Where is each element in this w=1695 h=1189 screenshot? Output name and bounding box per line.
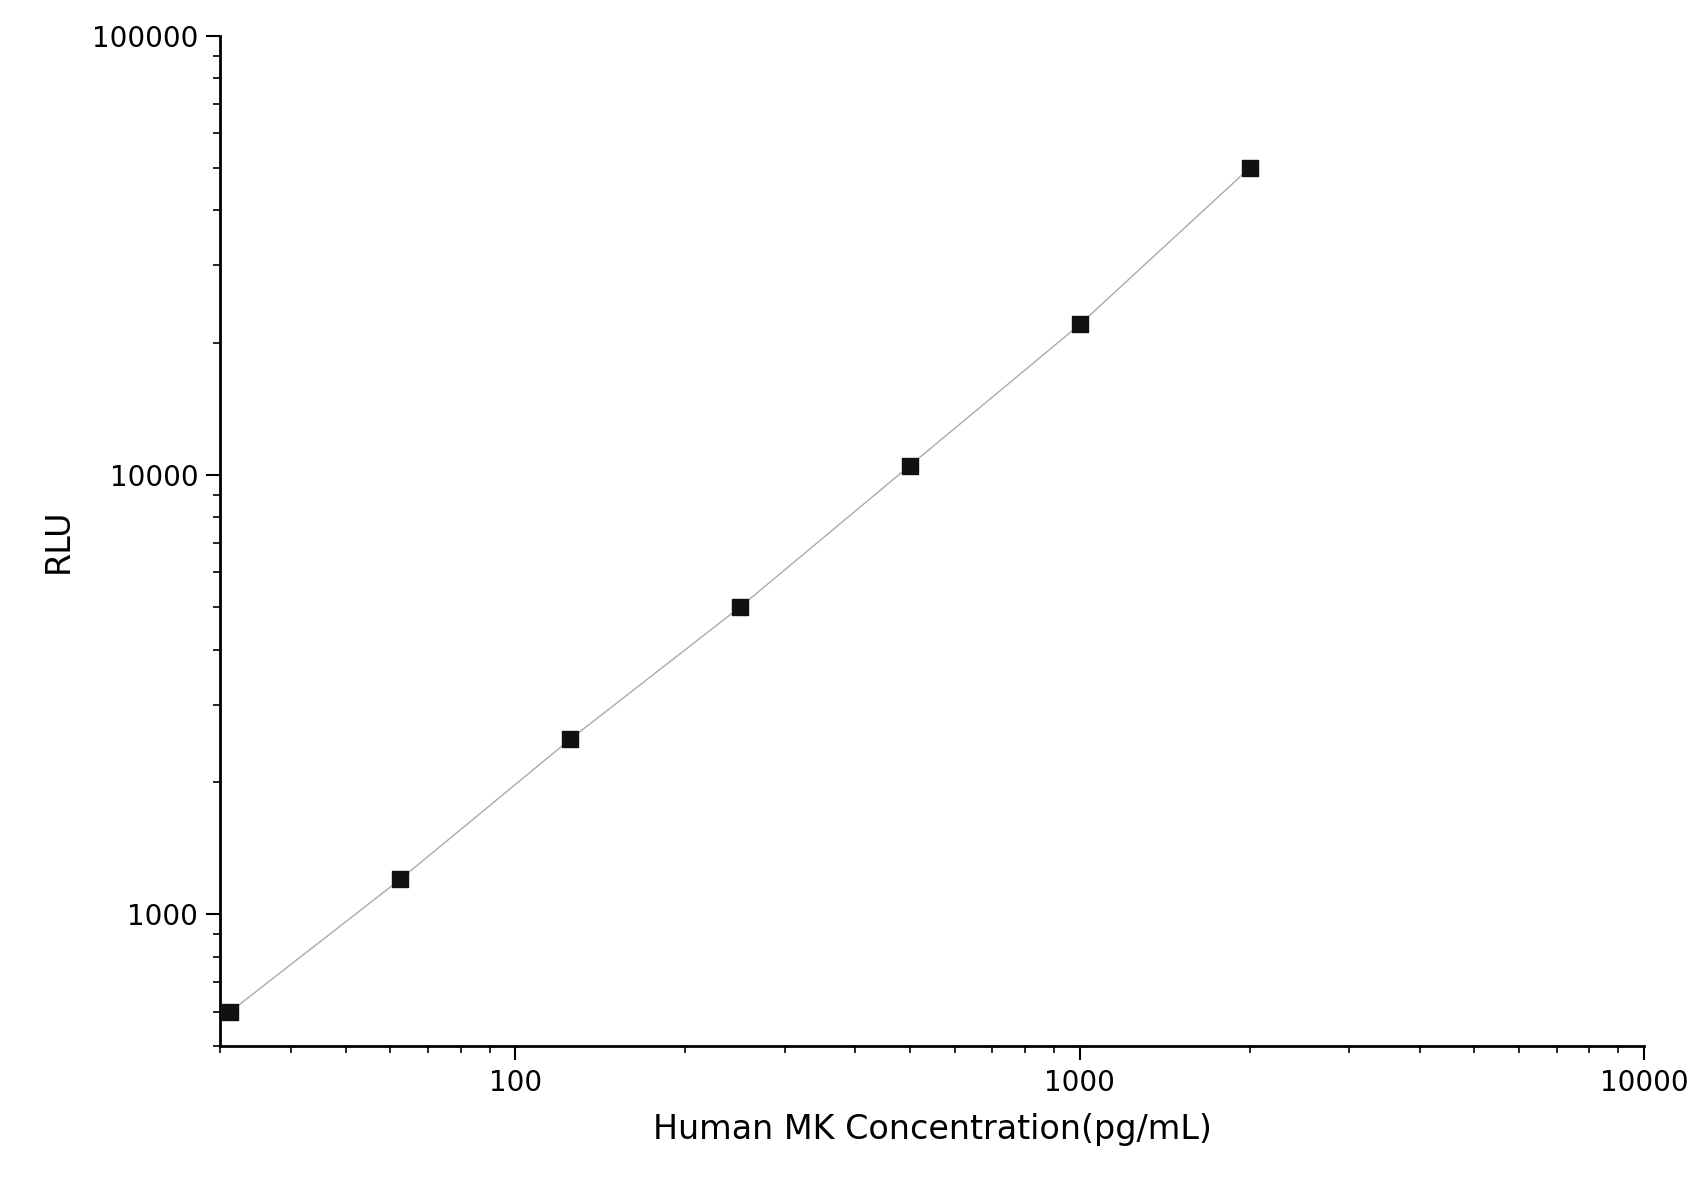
X-axis label: Human MK Concentration(pg/mL): Human MK Concentration(pg/mL): [653, 1113, 1212, 1146]
Point: [1066, 315, 1093, 334]
Point: [897, 457, 924, 476]
Point: [386, 870, 414, 889]
Point: [217, 1002, 244, 1021]
Point: [727, 598, 754, 617]
Point: [1236, 158, 1263, 177]
Point: [556, 730, 583, 749]
Y-axis label: RLU: RLU: [42, 509, 75, 573]
